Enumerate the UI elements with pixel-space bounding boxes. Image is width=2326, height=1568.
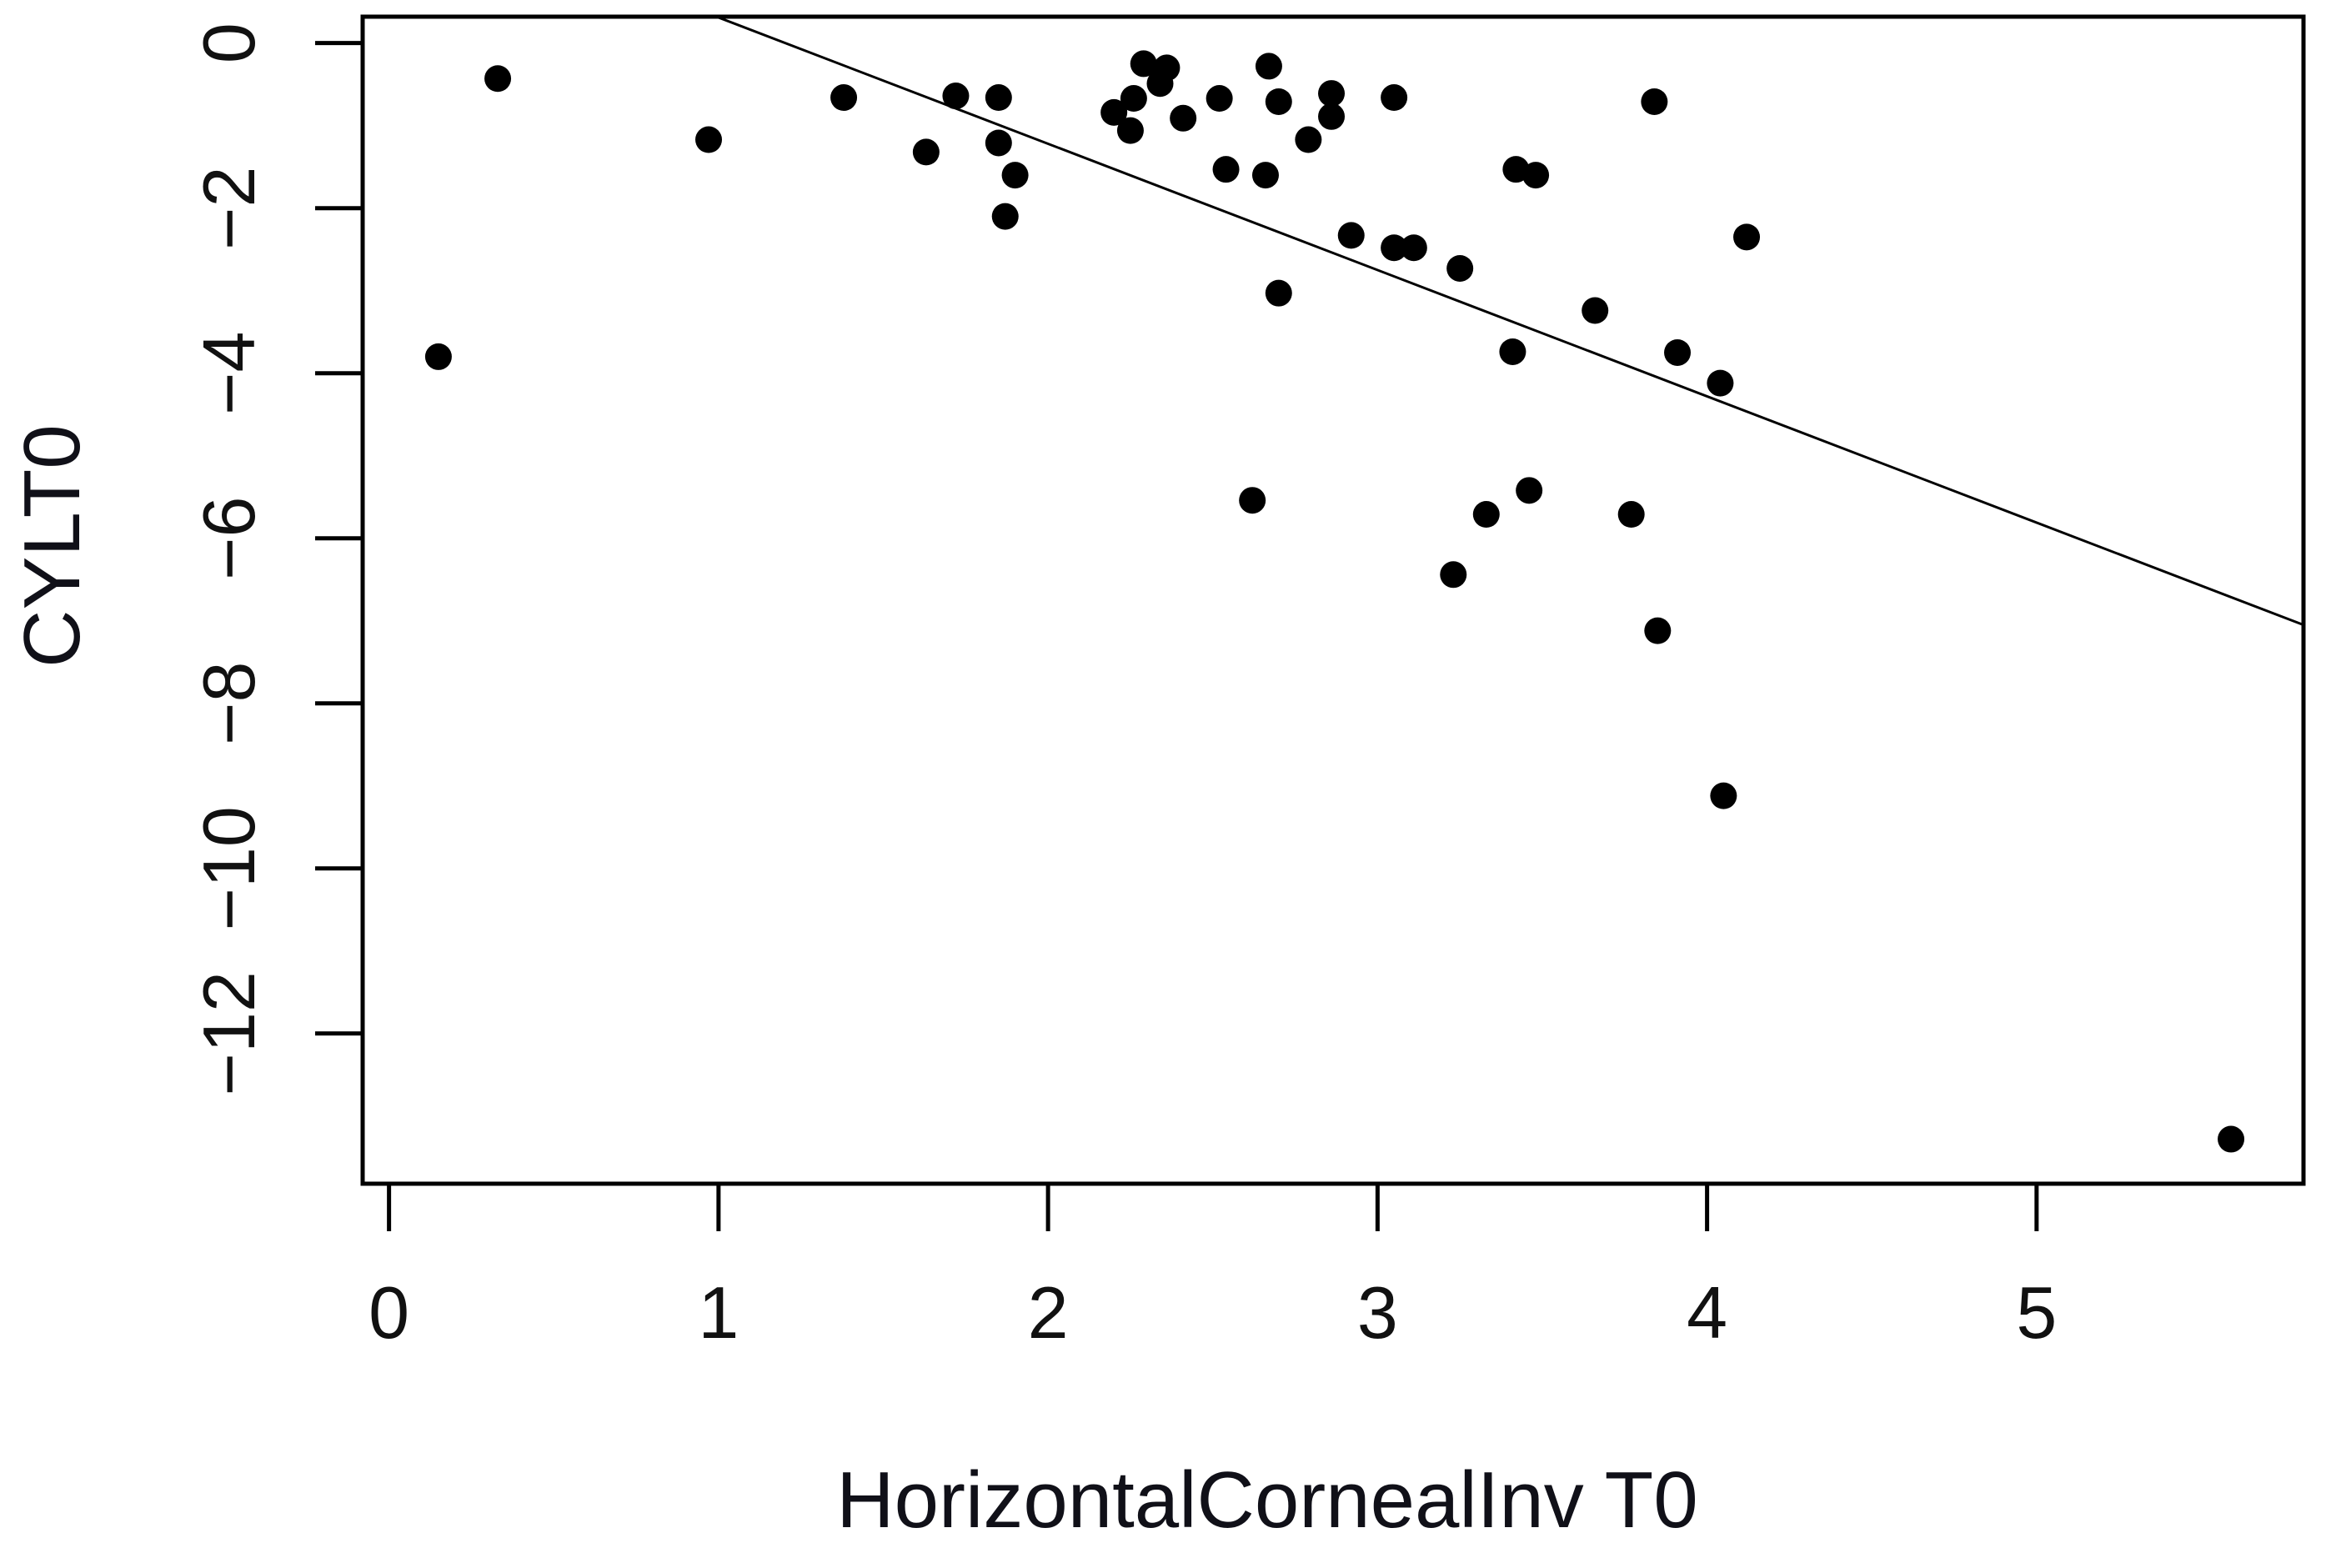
data-point bbox=[1710, 782, 1737, 809]
x-tick-label: 5 bbox=[2016, 1271, 2057, 1354]
data-point bbox=[1206, 85, 1233, 113]
data-points bbox=[424, 50, 2245, 1153]
x-tick-label: 1 bbox=[698, 1271, 739, 1354]
data-point bbox=[1707, 369, 1734, 397]
y-axis-title: CYLT0 bbox=[8, 424, 97, 668]
data-point bbox=[991, 203, 1019, 230]
data-point bbox=[985, 84, 1012, 112]
data-point bbox=[1644, 617, 1672, 644]
data-point bbox=[695, 126, 723, 153]
trend-line bbox=[716, 15, 2304, 627]
regression-line bbox=[716, 15, 2304, 627]
data-point bbox=[1582, 297, 1609, 324]
data-point bbox=[1265, 279, 1292, 307]
data-point bbox=[1295, 126, 1322, 153]
x-tick-label: 3 bbox=[1357, 1271, 1398, 1354]
data-point bbox=[1001, 162, 1029, 189]
data-point bbox=[985, 129, 1012, 157]
data-point bbox=[1255, 53, 1282, 80]
data-point bbox=[2218, 1125, 2245, 1153]
y-tick-label: −6 bbox=[188, 497, 270, 580]
data-point bbox=[1130, 50, 1157, 78]
data-point bbox=[1446, 254, 1474, 282]
data-point bbox=[484, 65, 512, 93]
data-point bbox=[1617, 501, 1645, 529]
data-point bbox=[942, 83, 970, 110]
y-tick-label: −8 bbox=[188, 662, 270, 745]
data-point bbox=[830, 84, 858, 112]
x-tick-label: 0 bbox=[368, 1271, 409, 1354]
data-point bbox=[1472, 501, 1500, 529]
x-tick-label: 4 bbox=[1687, 1271, 1727, 1354]
data-point bbox=[1381, 234, 1408, 262]
y-tick-label: −2 bbox=[188, 167, 270, 250]
x-tick-label: 2 bbox=[1028, 1271, 1069, 1354]
data-point bbox=[1170, 104, 1197, 132]
data-point bbox=[1337, 222, 1365, 249]
data-point bbox=[1318, 103, 1346, 130]
data-point bbox=[912, 138, 940, 166]
data-point bbox=[1440, 561, 1467, 589]
data-point bbox=[1664, 338, 1692, 366]
y-tick-label: −4 bbox=[188, 332, 270, 415]
plot-box bbox=[360, 14, 2306, 1186]
data-point bbox=[1153, 54, 1181, 82]
data-point bbox=[1516, 477, 1543, 504]
data-point bbox=[1116, 117, 1144, 144]
data-point bbox=[1318, 80, 1346, 108]
data-point bbox=[1251, 162, 1279, 189]
y-tick-label: 0 bbox=[188, 23, 270, 63]
data-point bbox=[1100, 98, 1128, 126]
data-point bbox=[1381, 84, 1408, 112]
data-point bbox=[1212, 156, 1240, 183]
data-point bbox=[1265, 88, 1292, 115]
data-point bbox=[1239, 487, 1266, 514]
data-point bbox=[1499, 338, 1526, 365]
data-point bbox=[1733, 223, 1761, 251]
data-point bbox=[424, 343, 452, 370]
data-point bbox=[1522, 162, 1550, 189]
data-point bbox=[1120, 85, 1147, 113]
data-point bbox=[1400, 234, 1427, 262]
y-tick-label: −12 bbox=[188, 971, 270, 1095]
x-axis-title: HorizontalCornealInv T0 bbox=[836, 1455, 1697, 1545]
y-tick-label: −10 bbox=[188, 806, 270, 930]
data-point bbox=[1641, 88, 1668, 115]
axis-ticks: 0 1 2 3 4 5 0 −2 −4 −6 −8 −10 −12 bbox=[188, 23, 2057, 1354]
